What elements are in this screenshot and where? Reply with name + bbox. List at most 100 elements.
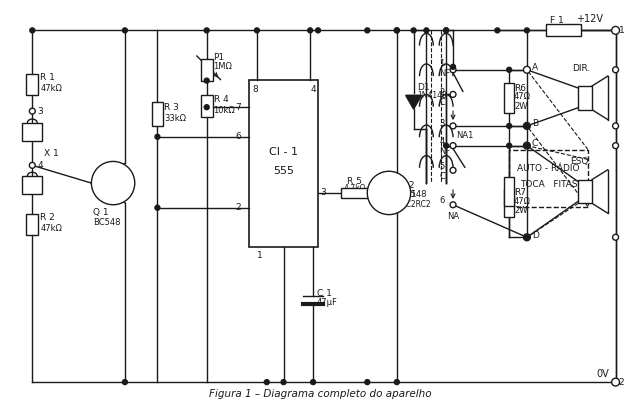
Bar [578, 86, 592, 110]
Text: NF: NF [439, 69, 451, 78]
Text: 33kΩ: 33kΩ [164, 114, 186, 123]
Circle shape [367, 171, 411, 215]
Circle shape [450, 143, 456, 149]
Bar [546, 25, 581, 36]
Text: R 1: R 1 [40, 73, 55, 82]
Circle shape [450, 167, 456, 173]
Text: 47Ω: 47Ω [514, 92, 531, 102]
Circle shape [524, 123, 529, 129]
Text: 7: 7 [236, 103, 241, 112]
Bar [578, 180, 592, 203]
Text: P1: P1 [214, 54, 225, 62]
Circle shape [524, 123, 531, 129]
Circle shape [612, 143, 618, 149]
Circle shape [507, 143, 511, 148]
Circle shape [316, 28, 321, 33]
Text: B: B [532, 119, 538, 129]
Text: DIR.: DIR. [572, 64, 590, 73]
Circle shape [411, 28, 416, 33]
Circle shape [507, 67, 511, 72]
Text: NA: NA [447, 212, 460, 221]
Text: D1: D1 [417, 83, 430, 92]
Circle shape [255, 28, 259, 33]
Circle shape [264, 380, 269, 384]
Text: BC548: BC548 [399, 190, 426, 199]
Text: 4: 4 [37, 161, 43, 170]
Circle shape [204, 28, 209, 33]
Text: C: C [439, 98, 445, 107]
Circle shape [29, 108, 35, 114]
Circle shape [450, 123, 456, 129]
Bar [201, 59, 212, 81]
Text: 4: 4 [310, 85, 316, 94]
Text: 2W: 2W [514, 206, 527, 215]
Text: 0V: 0V [596, 369, 609, 379]
Bar [504, 177, 514, 206]
Text: 555: 555 [273, 166, 294, 176]
Text: 4,7kΩ: 4,7kΩ [343, 185, 365, 193]
Circle shape [524, 234, 531, 241]
Text: BC548: BC548 [93, 218, 121, 227]
Text: 2: 2 [439, 88, 444, 97]
Text: 1: 1 [257, 251, 262, 260]
Circle shape [451, 64, 456, 69]
Text: CI - 1: CI - 1 [269, 147, 298, 156]
Text: 5: 5 [439, 162, 444, 171]
Polygon shape [406, 96, 422, 109]
Text: TOCA   FITAS: TOCA FITAS [520, 180, 577, 189]
Circle shape [450, 67, 456, 73]
Text: R7: R7 [514, 189, 526, 197]
Text: X 1: X 1 [44, 149, 59, 158]
Circle shape [310, 380, 316, 384]
Circle shape [444, 28, 449, 33]
Text: 0,5A: 0,5A [550, 24, 568, 33]
Circle shape [612, 234, 618, 240]
Text: 2: 2 [618, 378, 624, 386]
Text: 1N4148: 1N4148 [417, 91, 447, 100]
Text: Figura 1 – Diagrama completo do aparelho: Figura 1 – Diagrama completo do aparelho [209, 389, 431, 399]
Circle shape [507, 123, 511, 129]
Bar [249, 80, 318, 247]
Circle shape [308, 28, 312, 33]
Text: 6: 6 [439, 196, 445, 205]
Circle shape [444, 28, 449, 33]
Circle shape [524, 142, 531, 149]
Circle shape [394, 28, 399, 33]
Circle shape [612, 67, 618, 73]
Text: +12V: +12V [576, 14, 603, 23]
Bar [504, 83, 514, 112]
Text: C: C [439, 172, 445, 181]
Bar [26, 74, 38, 96]
Text: 47kΩ: 47kΩ [40, 84, 62, 93]
Bar [504, 189, 514, 216]
Circle shape [394, 380, 399, 384]
Circle shape [450, 91, 456, 98]
Text: NF: NF [439, 147, 451, 156]
Text: 47Ω: 47Ω [514, 197, 531, 206]
Bar [509, 150, 588, 207]
Text: 3: 3 [320, 189, 326, 197]
Text: 47kΩ: 47kΩ [40, 224, 62, 233]
Circle shape [524, 66, 531, 73]
Text: 8: 8 [252, 85, 258, 94]
Circle shape [450, 202, 456, 208]
Text: R 2: R 2 [40, 213, 55, 222]
Text: AUTO - RÁDIO: AUTO - RÁDIO [517, 164, 580, 173]
Text: Q 1: Q 1 [93, 208, 109, 217]
Bar [26, 214, 38, 235]
Text: C 1: C 1 [317, 289, 332, 298]
Text: R 3: R 3 [164, 103, 179, 112]
Circle shape [29, 162, 35, 168]
Text: ESQ.: ESQ. [570, 158, 592, 166]
Text: 1: 1 [439, 59, 444, 69]
Text: 47μF: 47μF [317, 298, 338, 307]
Circle shape [524, 143, 529, 148]
Text: A: A [532, 63, 538, 72]
Text: NA1: NA1 [456, 131, 474, 140]
Circle shape [524, 235, 529, 240]
Text: R 5: R 5 [347, 177, 362, 186]
Circle shape [365, 28, 370, 33]
Text: K 1: K 1 [402, 190, 416, 199]
Bar [340, 188, 368, 198]
Text: R6: R6 [514, 83, 526, 93]
